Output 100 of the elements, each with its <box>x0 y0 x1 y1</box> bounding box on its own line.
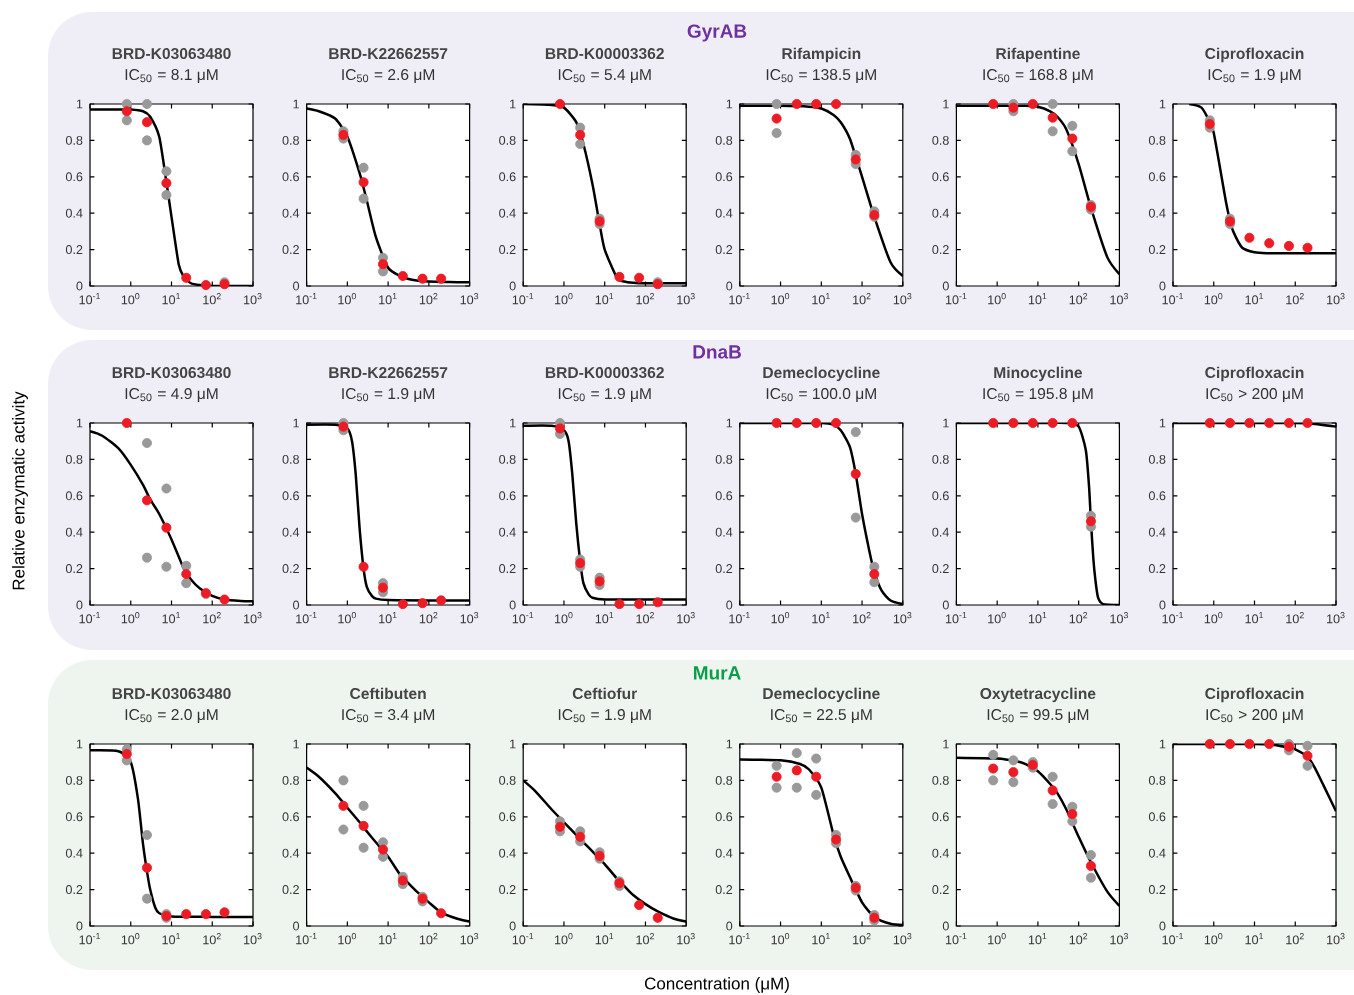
x-tick-label: 10$^{3}$ <box>460 933 479 945</box>
x-tick-label: 10$^{0}$ <box>1204 293 1223 305</box>
y-tick-label: 0.8 <box>282 454 299 464</box>
y-tick-label: 0.6 <box>932 172 949 182</box>
x-tick-label: 10$^{2}$ <box>1069 293 1088 305</box>
y-tick-label: 0.8 <box>1148 454 1166 464</box>
y-tick-label: 0 <box>509 921 516 931</box>
x-tick-label: 10$^{0}$ <box>554 293 573 305</box>
y-tick-label: 0 <box>1159 600 1166 610</box>
x-tick-label: 10$^{-1}$ <box>296 612 317 624</box>
y-tick-label: 0.4 <box>1148 527 1166 537</box>
y-tick-label: 0 <box>293 921 300 931</box>
y-tick-label: 1 <box>76 418 83 428</box>
y-tick-label: 0.2 <box>499 885 516 895</box>
x-tick-label: 10$^{2}$ <box>636 933 654 945</box>
y-tick-label: 0.8 <box>932 135 949 145</box>
y-tick-label: 0.6 <box>932 812 949 822</box>
y-tick-label: 0.4 <box>65 527 83 537</box>
x-tick-label: 10$^{2}$ <box>636 293 654 305</box>
y-tick-label: 0.8 <box>1148 775 1166 785</box>
y-tick-label: 1 <box>76 739 83 749</box>
x-tick-label: 10$^{0}$ <box>988 293 1006 305</box>
y-tick-label: 0 <box>509 281 516 291</box>
y-tick-label: 0.4 <box>499 848 516 858</box>
x-tick-label: 10$^{3}$ <box>677 933 695 945</box>
y-axis-title: Relative enzymatic activity <box>12 391 28 590</box>
chart-title: BRD-K03063480 <box>112 48 231 60</box>
x-tick-label: 10$^{2}$ <box>1286 933 1304 945</box>
y-tick-label: 0.4 <box>65 208 83 218</box>
x-tick-label: 10$^{2}$ <box>203 933 221 945</box>
y-tick-label: 1 <box>943 418 949 428</box>
y-tick-label: 0 <box>726 281 733 291</box>
x-tick-label: 10$^{0}$ <box>988 933 1006 945</box>
x-tick-label: 10$^{3}$ <box>677 293 695 305</box>
text: DnaB <box>693 345 741 359</box>
x-tick-label: 10$^{-1}$ <box>945 933 967 945</box>
x-tick-label: 10$^{3}$ <box>244 933 262 945</box>
chart-title: Ciprofloxacin <box>1205 366 1304 382</box>
x-tick-label: 10$^{2}$ <box>1069 612 1088 624</box>
y-tick-label: 0.6 <box>499 812 516 822</box>
y-tick-label: 0.2 <box>282 885 299 895</box>
y-tick-label: 0.8 <box>715 454 733 464</box>
x-tick-label: 10$^{2}$ <box>419 612 438 624</box>
y-tick-label: 0.2 <box>715 245 733 255</box>
x-tick-label: 10$^{1}$ <box>812 933 830 945</box>
chart-title: Ceftiofur <box>572 687 637 700</box>
y-tick-label: 0 <box>76 600 83 610</box>
y-tick-label: 0.6 <box>282 172 299 182</box>
y-tick-label: 1 <box>76 99 83 109</box>
chart-title: BRD-K03063480 <box>112 688 231 700</box>
x-tick-label: 10$^{1}$ <box>162 293 181 305</box>
y-tick-label: 0.2 <box>1148 245 1166 255</box>
x-tick-label: 10$^{-1}$ <box>512 933 534 945</box>
y-tick-label: 1 <box>510 99 516 109</box>
y-tick-label: 0.6 <box>65 172 83 182</box>
x-tick-label: 10$^{3}$ <box>244 293 262 305</box>
x-tick-label: 10$^{1}$ <box>1245 293 1264 305</box>
y-tick-label: 0.2 <box>282 245 299 255</box>
x-tick-label: 10$^{1}$ <box>379 293 397 305</box>
x-tick-label: 10$^{2}$ <box>853 293 871 305</box>
y-tick-label: 0.6 <box>715 172 733 182</box>
y-tick-label: 0 <box>1159 921 1166 931</box>
x-tick-label: 10$^{-1}$ <box>512 293 534 305</box>
y-tick-label: 0 <box>726 600 733 610</box>
y-tick-label: 0 <box>942 921 949 931</box>
y-tick-label: 0.4 <box>932 527 949 537</box>
x-tick-label: 10$^{0}$ <box>121 612 140 624</box>
y-tick-label: 0 <box>1159 281 1166 291</box>
y-tick-label: 0.6 <box>1148 491 1166 501</box>
y-tick-label: 0.4 <box>715 208 733 218</box>
y-tick-label: 0.8 <box>715 135 733 145</box>
y-tick-label: 0.4 <box>715 527 733 537</box>
y-tick-label: 0 <box>942 281 949 291</box>
x-tick-label: 10$^{2}$ <box>853 933 871 945</box>
y-tick-label: 0.8 <box>282 775 299 785</box>
chart-title: Ciprofloxacin <box>1205 687 1304 703</box>
x-tick-label: 10$^{0}$ <box>1204 933 1223 945</box>
chart-subtitle: IC$_{50}$ = 3.4 μM <box>342 709 435 723</box>
chart-subtitle: IC$_{50}$ = 1.9 μM <box>558 388 651 402</box>
y-tick-label: 1 <box>1159 739 1166 749</box>
y-tick-label: 1 <box>293 418 299 428</box>
y-tick-label: 0.4 <box>1148 208 1166 218</box>
x-tick-label: 10$^{3}$ <box>677 612 695 624</box>
x-tick-label: 10$^{2}$ <box>203 612 221 624</box>
chart-title: Rifapentine <box>996 47 1080 63</box>
chart-title: BRD-K22662557 <box>329 48 448 60</box>
x-tick-label: 10$^{0}$ <box>338 293 356 305</box>
chart-subtitle: IC$_{50}$ = 99.5 μM <box>987 709 1089 723</box>
x-tick-label: 10$^{1}$ <box>379 612 397 624</box>
x-tick-label: 10$^{1}$ <box>1245 933 1264 945</box>
x-tick-label: 10$^{2}$ <box>1286 612 1304 624</box>
x-tick-label: 10$^{2}$ <box>1286 293 1304 305</box>
chart-title: BRD-K00003362 <box>545 48 664 60</box>
text: GyrAB <box>687 24 747 42</box>
x-tick-label: 10$^{-1}$ <box>296 293 317 305</box>
x-tick-label: 10$^{1}$ <box>162 933 181 945</box>
chart-subtitle: IC$_{50}$ = 138.5 μM <box>766 69 876 83</box>
y-tick-label: 0.2 <box>499 245 516 255</box>
y-tick-label: 0.2 <box>282 564 299 574</box>
y-tick-label: 0.2 <box>65 245 83 255</box>
